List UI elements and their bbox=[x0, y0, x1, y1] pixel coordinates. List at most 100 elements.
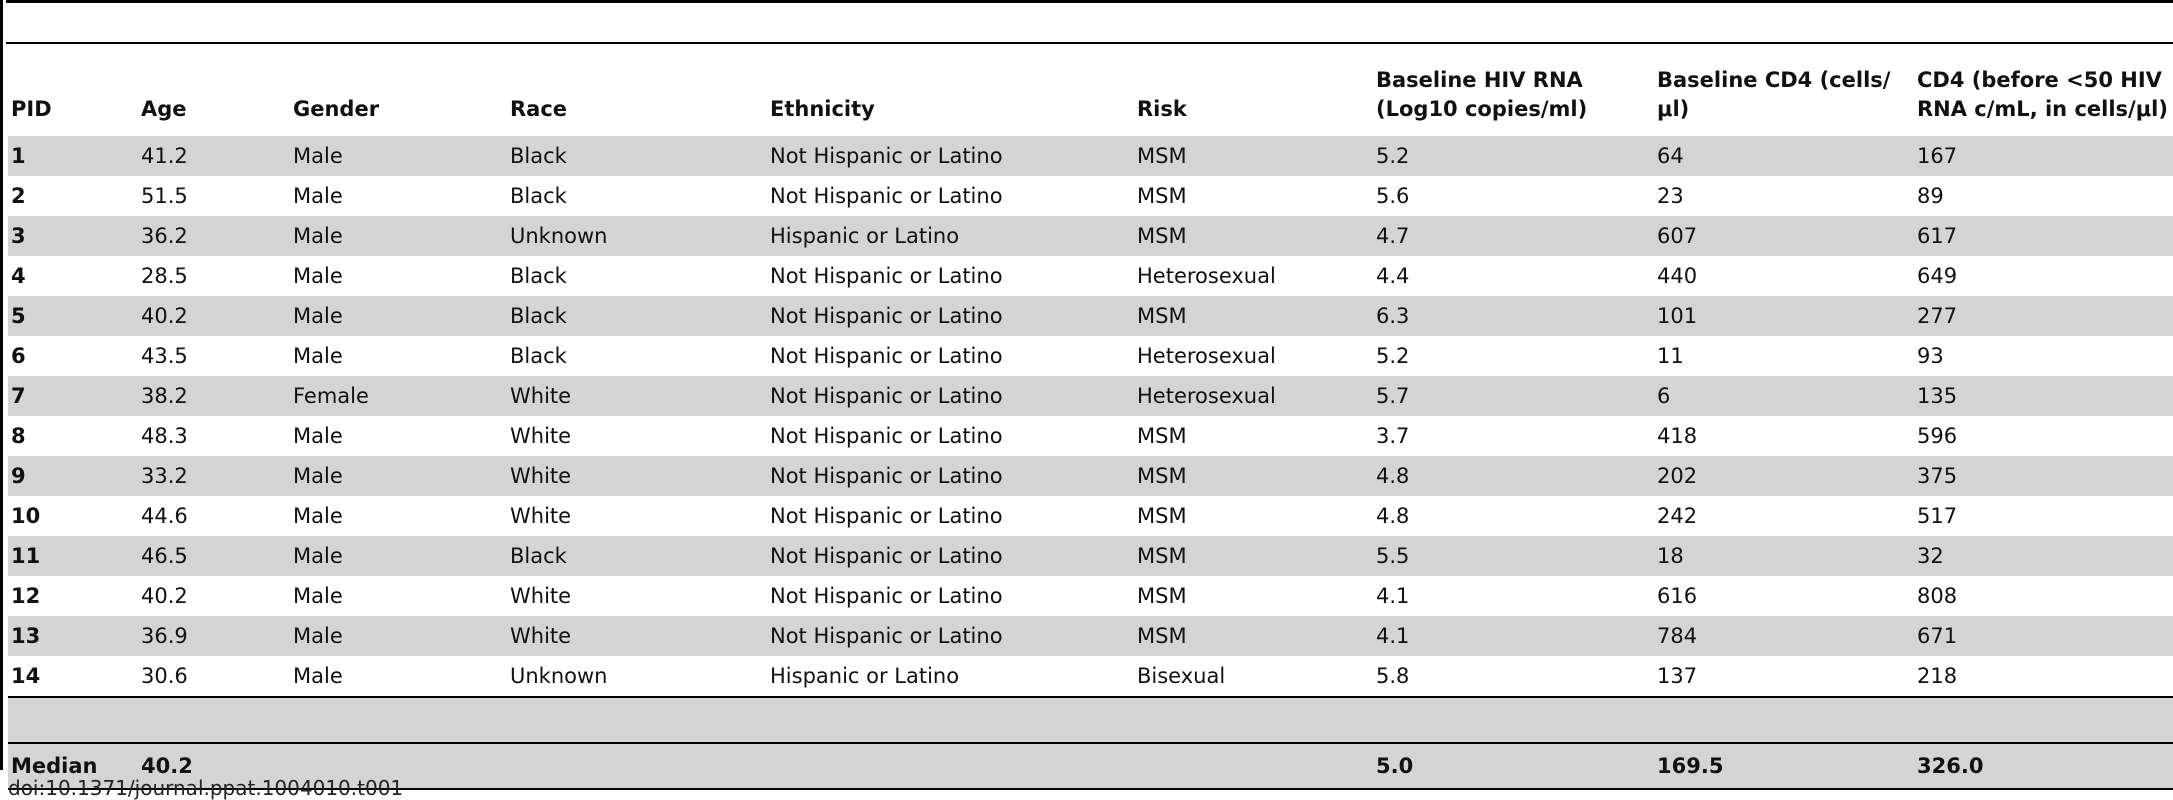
cell-risk: Heterosexual bbox=[1137, 344, 1276, 368]
median-cd4-baseline: 169.5 bbox=[1654, 742, 1914, 790]
cell-pid: 7 bbox=[8, 376, 138, 416]
cell-gender: Male bbox=[293, 184, 343, 208]
cell-age: 36.2 bbox=[138, 216, 290, 256]
cell-risk: MSM bbox=[1134, 296, 1373, 336]
cell-ethnicity: Not Hispanic or Latino bbox=[767, 616, 1134, 656]
table-row: 7 38.2 Female White Not Hispanic or Latino He… bbox=[8, 376, 2173, 416]
cell-cd4-before: 649 bbox=[1917, 264, 1958, 288]
cell-age: 46.5 bbox=[138, 536, 290, 576]
median-ethnicity bbox=[767, 742, 1134, 790]
cell-race: Black bbox=[507, 136, 767, 176]
cell-gender: Male bbox=[290, 136, 507, 176]
cell-cd4-baseline: 242 bbox=[1657, 504, 1698, 528]
cell-age: 40.2 bbox=[141, 584, 188, 608]
cell-gender: Male bbox=[293, 664, 343, 688]
median-age: 40.2 bbox=[138, 742, 290, 790]
cell-race: Black bbox=[510, 344, 567, 368]
cell-cd4-baseline: 64 bbox=[1654, 136, 1914, 176]
cell-age: 40.2 bbox=[138, 296, 290, 336]
cell-race: White bbox=[510, 504, 572, 528]
cell-pid: 11 bbox=[8, 536, 138, 576]
cell-age: 38.2 bbox=[138, 376, 290, 416]
cell-race: Unknown bbox=[510, 664, 608, 688]
cell-hiv-rna: 4.8 bbox=[1373, 456, 1654, 496]
median-risk bbox=[1134, 742, 1373, 790]
cell-gender: Male bbox=[293, 264, 343, 288]
cell-cd4-baseline: 784 bbox=[1654, 616, 1914, 656]
table-row: 12 40.2 Male White Not Hispanic or Latino MSM… bbox=[8, 576, 2173, 616]
cell-risk: Heterosexual bbox=[1134, 376, 1373, 416]
cell-ethnicity: Not Hispanic or Latino bbox=[770, 584, 1003, 608]
cell-cd4-before: 277 bbox=[1914, 296, 2173, 336]
cell-hiv-rna: 3.7 bbox=[1376, 424, 1410, 448]
cell-cd4-baseline: 23 bbox=[1657, 184, 1684, 208]
cell-risk: Bisexual bbox=[1137, 664, 1226, 688]
header-baseline-cd4: Baseline CD4 (cells/μl) bbox=[1657, 68, 1891, 121]
table-row: 9 33.2 Male White Not Hispanic or Latino MSM 4… bbox=[8, 456, 2173, 496]
cell-cd4-baseline: 18 bbox=[1654, 536, 1914, 576]
header-gender: Gender bbox=[293, 97, 380, 121]
cell-risk: MSM bbox=[1137, 504, 1187, 528]
cell-age: 51.5 bbox=[141, 184, 188, 208]
cell-cd4-before: 375 bbox=[1914, 456, 2173, 496]
table-row: 14 30.6 Male Unknown Hispanic or Latino Bisex… bbox=[8, 656, 2173, 697]
cell-pid: 1 bbox=[8, 136, 138, 176]
cell-age: 41.2 bbox=[138, 136, 290, 176]
cell-hiv-rna: 6.3 bbox=[1373, 296, 1654, 336]
table-row: 1 41.2 Male Black Not Hispanic or Latino MSM 5… bbox=[8, 136, 2173, 176]
cell-cd4-before: 93 bbox=[1917, 344, 1944, 368]
cell-cd4-before: 32 bbox=[1914, 536, 2173, 576]
cell-ethnicity: Not Hispanic or Latino bbox=[770, 504, 1003, 528]
table-row: 13 36.9 Male White Not Hispanic or Latino MSM… bbox=[8, 616, 2173, 656]
cell-ethnicity: Hispanic or Latino bbox=[770, 664, 960, 688]
cell-cd4-baseline: 6 bbox=[1654, 376, 1914, 416]
cell-cd4-baseline: 616 bbox=[1657, 584, 1698, 608]
table-row: 8 48.3 Male White Not Hispanic or Latino MSM 3… bbox=[8, 416, 2173, 456]
cell-cd4-before: 135 bbox=[1914, 376, 2173, 416]
cell-pid: 8 bbox=[11, 424, 26, 448]
patient-characteristics-table: PID Age Gender Race Ethnicity Risk Basel… bbox=[8, 44, 2173, 790]
cell-race: Black bbox=[507, 536, 767, 576]
table-header-row: PID Age Gender Race Ethnicity Risk Basel… bbox=[8, 44, 2173, 136]
cell-age: 36.9 bbox=[138, 616, 290, 656]
cell-ethnicity: Not Hispanic or Latino bbox=[770, 184, 1003, 208]
cell-hiv-rna: 5.5 bbox=[1373, 536, 1654, 576]
cell-risk: MSM bbox=[1137, 584, 1187, 608]
header-cd4-before: CD4 (before <50 HIV RNA c/mL, in cells/μ… bbox=[1917, 68, 2168, 121]
cell-ethnicity: Not Hispanic or Latino bbox=[767, 536, 1134, 576]
cell-race: Black bbox=[510, 184, 567, 208]
cell-race: Black bbox=[510, 264, 567, 288]
cell-cd4-before: 167 bbox=[1914, 136, 2173, 176]
cell-pid: 9 bbox=[8, 456, 138, 496]
table-row: 10 44.6 Male White Not Hispanic or Latino MSM… bbox=[8, 496, 2173, 536]
cell-age: 33.2 bbox=[138, 456, 290, 496]
cell-ethnicity: Not Hispanic or Latino bbox=[767, 456, 1134, 496]
cell-age: 43.5 bbox=[141, 344, 188, 368]
cell-pid: 4 bbox=[11, 264, 26, 288]
cell-hiv-rna: 5.2 bbox=[1376, 344, 1410, 368]
cell-cd4-baseline: 101 bbox=[1654, 296, 1914, 336]
header-risk: Risk bbox=[1137, 97, 1187, 121]
cell-gender: Male bbox=[293, 504, 343, 528]
cell-pid: 3 bbox=[8, 216, 138, 256]
cell-hiv-rna: 4.4 bbox=[1376, 264, 1410, 288]
cell-race: White bbox=[507, 616, 767, 656]
header-baseline-hiv-rna: Baseline HIV RNA (Log10 copies/ml) bbox=[1376, 68, 1588, 121]
cell-ethnicity: Not Hispanic or Latino bbox=[770, 424, 1003, 448]
table-row: 4 28.5 Male Black Not Hispanic or Latino Hete… bbox=[8, 256, 2173, 296]
cell-gender: Male bbox=[290, 536, 507, 576]
doi-caption: doi:10.1371/journal.ppat.1004010.t001 bbox=[8, 776, 404, 800]
cell-cd4-before: 218 bbox=[1917, 664, 1958, 688]
cell-cd4-before: 808 bbox=[1917, 584, 1958, 608]
cell-cd4-before: 596 bbox=[1917, 424, 1958, 448]
table-row: 6 43.5 Male Black Not Hispanic or Latino Hete… bbox=[8, 336, 2173, 376]
median-race bbox=[507, 742, 767, 790]
cell-risk: MSM bbox=[1134, 536, 1373, 576]
table-row: 3 36.2 Male Unknown Hispanic or Latino MSM 4.7… bbox=[8, 216, 2173, 256]
cell-hiv-rna: 4.1 bbox=[1376, 584, 1410, 608]
cell-cd4-baseline: 440 bbox=[1657, 264, 1698, 288]
cell-age: 48.3 bbox=[141, 424, 188, 448]
cell-cd4-baseline: 418 bbox=[1657, 424, 1698, 448]
cell-race: White bbox=[507, 376, 767, 416]
cell-race: Black bbox=[507, 296, 767, 336]
